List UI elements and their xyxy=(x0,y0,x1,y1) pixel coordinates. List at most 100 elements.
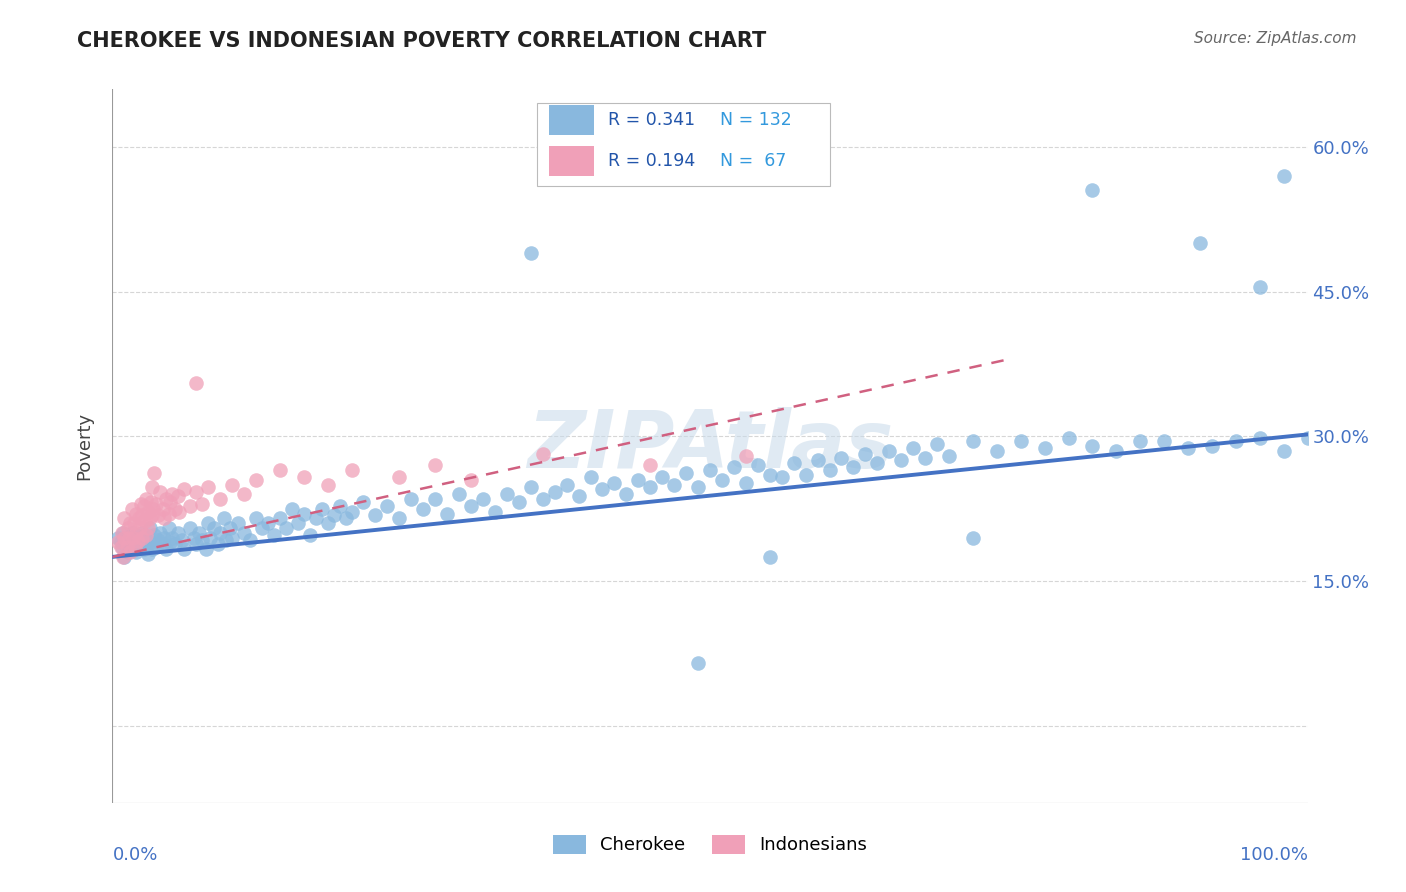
Point xyxy=(118,531,141,545)
Point xyxy=(112,525,135,540)
Point xyxy=(129,521,152,535)
Point xyxy=(640,458,662,473)
Point xyxy=(138,521,160,535)
Point xyxy=(138,547,160,561)
Point xyxy=(377,499,399,513)
Point xyxy=(520,246,543,260)
Point xyxy=(139,495,162,509)
Point xyxy=(675,466,697,480)
Point xyxy=(159,495,181,509)
Point xyxy=(233,525,256,540)
Point xyxy=(460,499,482,513)
Point xyxy=(117,521,139,535)
Point xyxy=(163,537,186,551)
Point xyxy=(146,533,169,547)
Point xyxy=(508,495,530,509)
Point xyxy=(794,467,817,482)
Point xyxy=(472,491,495,506)
Point xyxy=(167,525,190,540)
Point xyxy=(143,527,166,541)
Point xyxy=(121,501,143,516)
Point xyxy=(292,507,315,521)
Point xyxy=(770,470,793,484)
Point xyxy=(735,475,758,490)
Point xyxy=(269,511,291,525)
Point xyxy=(131,531,153,545)
Point xyxy=(186,485,208,500)
Point xyxy=(197,516,219,530)
Point xyxy=(927,437,949,451)
Point xyxy=(131,508,153,523)
Point xyxy=(305,511,328,525)
Point xyxy=(543,485,565,500)
Point xyxy=(125,525,148,540)
Point xyxy=(1057,431,1080,445)
Point xyxy=(107,531,129,545)
Point xyxy=(120,541,142,555)
Point xyxy=(425,491,447,506)
Point xyxy=(191,533,214,547)
Point xyxy=(1153,434,1175,449)
Point xyxy=(122,516,145,530)
Point xyxy=(129,533,152,548)
Y-axis label: Poverty: Poverty xyxy=(76,412,94,480)
Point xyxy=(118,533,141,547)
Point xyxy=(202,521,225,535)
Point xyxy=(711,473,734,487)
Point xyxy=(110,535,132,549)
Point xyxy=(120,516,142,530)
Point xyxy=(460,473,482,487)
Point xyxy=(112,549,135,564)
Point xyxy=(134,531,156,545)
Point xyxy=(155,542,177,557)
Point xyxy=(207,537,229,551)
Point xyxy=(128,541,150,555)
Point xyxy=(688,656,710,670)
Point xyxy=(170,533,193,547)
Point xyxy=(110,541,132,555)
Point xyxy=(879,443,901,458)
Point xyxy=(143,466,166,480)
Point xyxy=(782,456,804,470)
Point xyxy=(159,535,181,549)
Point xyxy=(132,499,155,513)
Point xyxy=(388,511,411,525)
Text: Source: ZipAtlas.com: Source: ZipAtlas.com xyxy=(1194,31,1357,46)
Point xyxy=(759,549,782,564)
Point xyxy=(114,531,135,545)
Text: 100.0%: 100.0% xyxy=(1240,846,1308,863)
Point xyxy=(818,463,841,477)
Point xyxy=(157,507,180,521)
Point xyxy=(335,511,357,525)
Point xyxy=(121,531,143,545)
Text: R = 0.194: R = 0.194 xyxy=(609,153,696,170)
Point xyxy=(735,449,758,463)
Point xyxy=(568,489,591,503)
Point xyxy=(183,531,205,545)
Point xyxy=(1296,431,1319,445)
Point xyxy=(287,516,309,530)
Point xyxy=(316,516,339,530)
Point xyxy=(938,449,960,463)
Point xyxy=(209,491,232,506)
Point xyxy=(1201,439,1223,453)
Point xyxy=(311,501,333,516)
Point xyxy=(1249,431,1271,445)
Point xyxy=(340,505,363,519)
Point xyxy=(233,487,256,501)
Point xyxy=(129,497,152,511)
Point xyxy=(855,447,877,461)
Point xyxy=(209,525,232,540)
Text: N = 132: N = 132 xyxy=(720,112,792,129)
Point xyxy=(340,463,363,477)
Point xyxy=(747,458,769,473)
Point xyxy=(239,533,262,547)
Point xyxy=(114,531,135,545)
Point xyxy=(1033,441,1056,455)
Point xyxy=(152,501,174,516)
Point xyxy=(114,549,135,564)
Point xyxy=(616,487,638,501)
Point xyxy=(1272,169,1295,183)
Point xyxy=(212,511,235,525)
Point xyxy=(121,543,143,558)
